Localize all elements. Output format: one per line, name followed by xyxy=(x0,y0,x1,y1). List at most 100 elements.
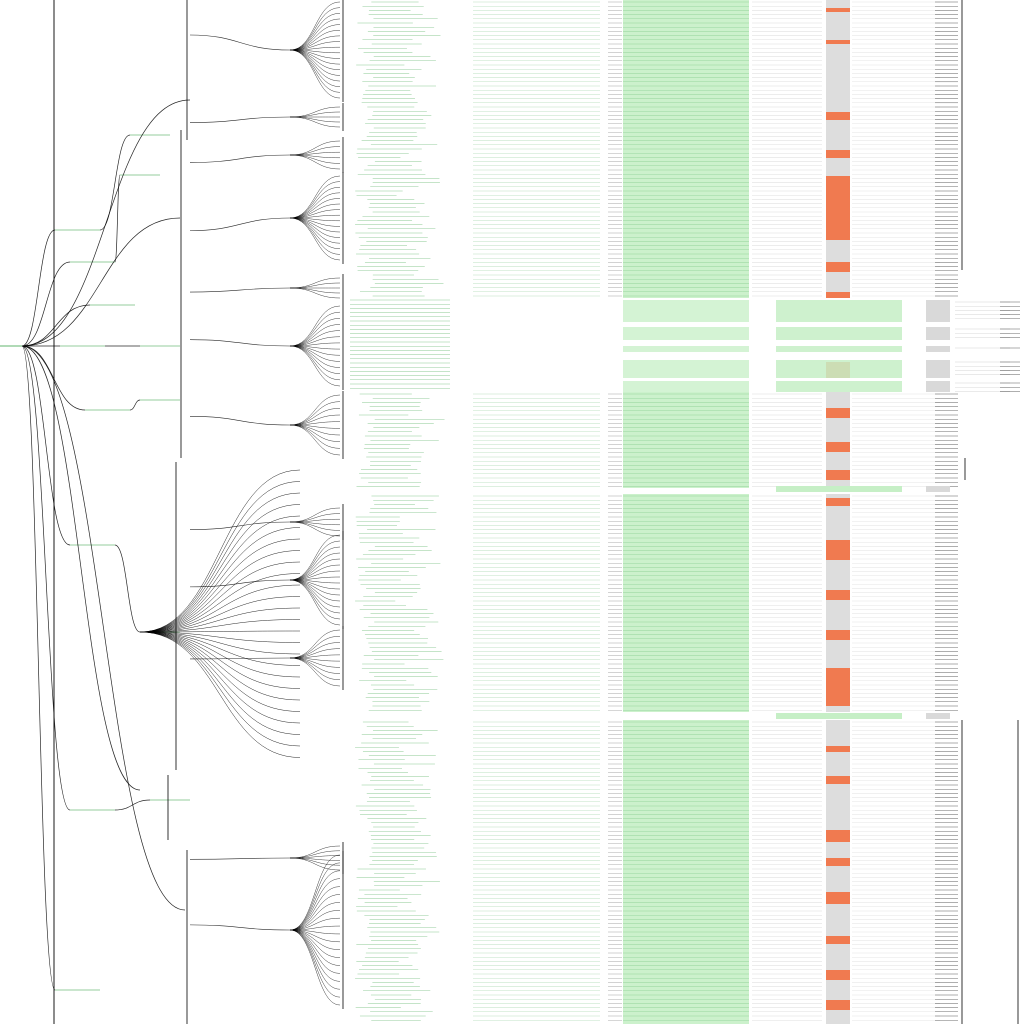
hub-fan-edge xyxy=(139,619,301,633)
fan-edge xyxy=(289,49,341,70)
fan-edge xyxy=(289,854,341,931)
fan-edge xyxy=(289,217,341,238)
fan-edge xyxy=(289,198,341,219)
grey-node-column xyxy=(826,0,850,298)
hub-fan-edge xyxy=(139,481,301,633)
fan-edge xyxy=(289,345,341,368)
green-node-block xyxy=(623,360,749,378)
long-edge xyxy=(21,99,191,347)
fan-edge xyxy=(289,49,341,93)
fan-edge xyxy=(289,657,341,674)
green-node-block xyxy=(623,346,749,352)
fan-hub-edge xyxy=(189,116,291,123)
long-edge xyxy=(21,345,186,911)
fan-edge xyxy=(289,910,341,931)
level2-edge xyxy=(129,399,141,411)
fan-edge xyxy=(289,30,341,51)
fan-hub-edge xyxy=(189,924,291,931)
hub-fan-edge xyxy=(139,631,301,758)
fan-edge xyxy=(289,282,341,289)
fan-edge xyxy=(289,287,341,294)
extended-green-node xyxy=(776,346,902,352)
fan-edge xyxy=(289,13,341,51)
fan-edge xyxy=(289,140,341,156)
hub-fan-edge xyxy=(139,630,301,633)
fan-edge xyxy=(289,857,341,871)
orange-highlight-node xyxy=(826,408,850,418)
root-edge xyxy=(21,345,56,991)
orange-highlight-node xyxy=(826,262,850,272)
fan-edge xyxy=(289,540,341,581)
fan-edge xyxy=(289,878,341,931)
fan-edge xyxy=(289,579,341,602)
hub-fan-edge xyxy=(139,527,301,633)
fan-edge xyxy=(289,345,341,381)
fan-edge xyxy=(289,917,341,931)
level2-edge xyxy=(114,544,141,633)
fan-hub-edge xyxy=(189,287,291,293)
fan-edge xyxy=(289,154,341,170)
orange-highlight-node xyxy=(826,1000,850,1010)
fan-hub-edge xyxy=(189,154,291,163)
hub-fan-edge xyxy=(139,631,301,655)
orange-highlight-node xyxy=(826,442,850,452)
orange-highlight-node xyxy=(826,630,850,640)
long-edge xyxy=(21,345,141,791)
hub-fan-edge xyxy=(139,631,301,678)
orange-highlight-node xyxy=(826,746,850,752)
extended-grey-node xyxy=(926,713,950,719)
orange-highlight-node xyxy=(826,112,850,120)
fan-hub-edge xyxy=(189,579,291,588)
fan-hub-edge xyxy=(189,34,291,51)
fan-edge xyxy=(289,116,341,123)
hub-fan-edge xyxy=(139,573,301,633)
fan-edge xyxy=(289,408,341,426)
root-edge xyxy=(21,345,71,546)
extended-green-node xyxy=(776,713,902,719)
fan-edge xyxy=(289,862,341,931)
orange-highlight-node xyxy=(826,776,850,784)
level2-edge xyxy=(99,134,131,231)
fan-edge xyxy=(289,318,341,347)
level2-edge xyxy=(114,174,121,263)
extended-grey-node xyxy=(926,327,950,340)
fan-edge xyxy=(289,657,341,681)
fan-edge xyxy=(289,18,341,51)
fan-edge xyxy=(289,845,341,859)
orange-highlight-node xyxy=(826,292,850,298)
fan-edge xyxy=(289,287,341,299)
hub-fan-edge xyxy=(139,538,301,633)
extended-grey-node xyxy=(926,360,950,378)
fan-edge xyxy=(289,579,341,626)
extended-green-node xyxy=(776,381,902,392)
fan-edge xyxy=(289,929,341,950)
extended-grey-node xyxy=(926,381,950,392)
hub-fan-edge xyxy=(139,469,301,633)
orange-highlight-node xyxy=(826,176,850,240)
orange-highlight-node xyxy=(826,40,850,44)
green-node-column xyxy=(623,720,749,1024)
extended-grey-node xyxy=(926,300,950,322)
fan-edge xyxy=(289,49,341,99)
fan-edge xyxy=(289,579,341,620)
fan-edge xyxy=(289,49,341,87)
fan-edge xyxy=(289,192,341,219)
fan-edge xyxy=(289,24,341,51)
fan-edge xyxy=(289,558,341,581)
orange-highlight-node xyxy=(826,590,850,600)
hub-fan-edge xyxy=(139,631,301,701)
extended-green-node xyxy=(776,486,902,492)
orange-highlight-node xyxy=(826,830,850,842)
fan-edge xyxy=(289,642,341,659)
hub-fan-edge xyxy=(139,631,301,747)
orange-highlight-node xyxy=(826,8,850,12)
fan-hub-edge xyxy=(189,857,291,860)
fan-edge xyxy=(289,534,341,581)
extended-grey-node xyxy=(926,486,950,492)
fan-edge xyxy=(289,394,341,426)
fan-edge xyxy=(289,305,341,347)
fan-edge xyxy=(289,564,341,581)
fan-edge xyxy=(289,217,341,233)
fan-edge xyxy=(289,929,341,974)
orange-highlight-node xyxy=(826,470,850,480)
